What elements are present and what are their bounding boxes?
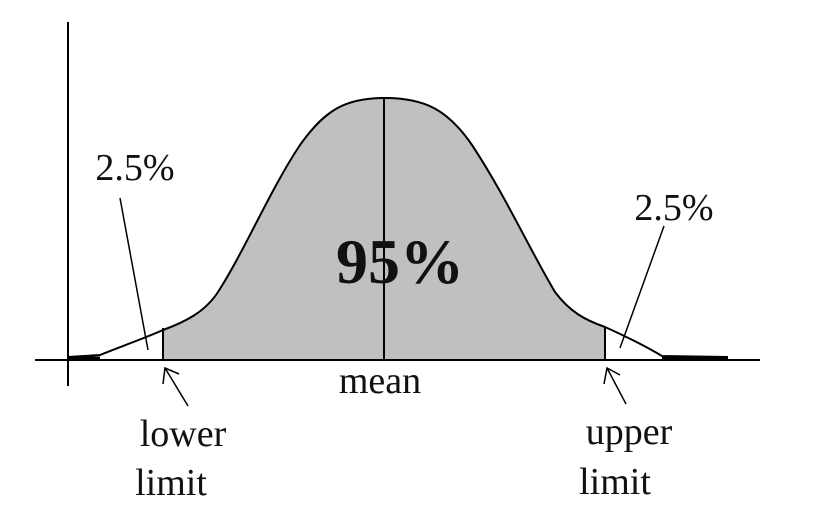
upper-limit-arrow [603, 366, 627, 405]
right-tail-percentage-label: 2.5% [634, 187, 713, 229]
lower-limit-arrow [162, 366, 189, 407]
left-tail-percentage-label: 2.5% [95, 147, 174, 189]
right-tail-pointer [619, 225, 665, 349]
center-percentage-label: 95% [336, 226, 464, 297]
upper-limit-label-line-1: upper [586, 411, 673, 453]
left-tail-pointer [119, 197, 149, 351]
lower-limit-label-line-2: limit [135, 462, 207, 504]
mean-label: mean [339, 360, 421, 402]
lower-limit-label-line-1: lower [140, 413, 227, 455]
upper-limit-label-line-2: limit [579, 461, 651, 503]
